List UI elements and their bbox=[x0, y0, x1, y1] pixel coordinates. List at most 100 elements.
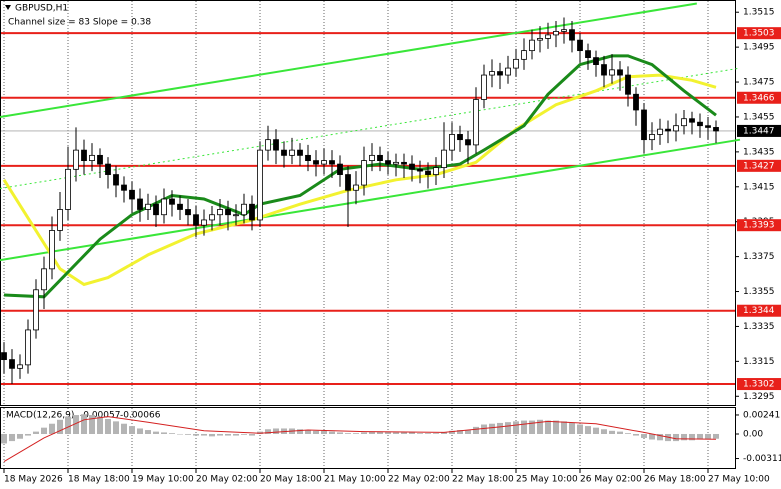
candle-body bbox=[313, 160, 319, 165]
candle-body bbox=[665, 128, 671, 132]
macd-bar bbox=[641, 433, 647, 438]
candle-body bbox=[577, 39, 583, 52]
macd-bar bbox=[65, 416, 71, 434]
macd-bar bbox=[425, 433, 431, 434]
macd-bar bbox=[337, 432, 343, 434]
y-tick-label: 1.3295 bbox=[743, 392, 775, 402]
indicator-line bbox=[0, 138, 741, 262]
macd-bar bbox=[449, 430, 455, 434]
macd-bar bbox=[569, 422, 575, 434]
candle-body bbox=[321, 160, 327, 165]
candle-body bbox=[633, 93, 639, 111]
macd-bar bbox=[241, 433, 247, 435]
candle-body bbox=[433, 167, 439, 175]
price-tag-label: 1.3466 bbox=[743, 93, 775, 103]
candle-body bbox=[649, 134, 655, 141]
candle-body bbox=[9, 359, 15, 369]
candle-body bbox=[97, 154, 103, 165]
candle-body bbox=[297, 149, 303, 156]
x-tick-label: 20 May 18:00 bbox=[260, 475, 322, 485]
macd-bar bbox=[521, 420, 527, 434]
price-tag bbox=[737, 378, 781, 391]
candle-body bbox=[497, 71, 503, 76]
candle-body bbox=[41, 268, 47, 291]
macd-bar bbox=[577, 424, 583, 434]
macd-bar bbox=[689, 433, 695, 441]
candle-body bbox=[105, 163, 111, 175]
candle-body bbox=[689, 118, 695, 123]
y-tick-label: -0.00311 bbox=[743, 454, 781, 464]
macd-bar bbox=[409, 432, 415, 434]
candle-body bbox=[569, 29, 575, 41]
candle-body bbox=[81, 149, 87, 162]
macd-bar bbox=[617, 431, 623, 434]
x-tick-label: 27 May 10:00 bbox=[708, 475, 770, 485]
macd-bar bbox=[369, 431, 375, 434]
candle-body bbox=[121, 184, 127, 191]
macd-bar bbox=[313, 430, 319, 434]
macd-bar bbox=[385, 431, 391, 434]
candle-body bbox=[553, 31, 559, 36]
macd-bar bbox=[473, 426, 479, 434]
candle-body bbox=[705, 125, 711, 128]
candle-body bbox=[49, 230, 55, 270]
candle-body bbox=[457, 134, 463, 141]
macd-bar bbox=[33, 431, 39, 434]
price-tag bbox=[737, 91, 781, 104]
macd-bar bbox=[505, 422, 511, 434]
candle-body bbox=[57, 209, 63, 231]
macd-bar bbox=[553, 420, 559, 434]
candle-body bbox=[593, 57, 599, 65]
y-tick-label: 1.3315 bbox=[743, 357, 775, 367]
candle-body bbox=[545, 34, 551, 39]
macd-bar bbox=[249, 433, 255, 436]
candle-body bbox=[89, 154, 95, 162]
candle-body bbox=[697, 121, 703, 127]
candle-body bbox=[73, 149, 79, 170]
macd-bar bbox=[145, 430, 151, 434]
candle-body bbox=[537, 38, 543, 41]
candle-body bbox=[713, 127, 719, 132]
candle-body bbox=[585, 50, 591, 59]
chart-title: GBPUSD,H1 bbox=[15, 4, 68, 14]
x-tick-label: 21 May 10:00 bbox=[324, 475, 386, 485]
x-tick-label: 22 May 02:00 bbox=[388, 475, 450, 485]
price-tag bbox=[737, 219, 781, 232]
price-tag-label: 1.3427 bbox=[743, 161, 775, 171]
y-tick-label: 1.3375 bbox=[743, 252, 775, 262]
candle-body bbox=[201, 219, 207, 226]
candle-body bbox=[489, 71, 495, 76]
candle-body bbox=[393, 161, 399, 165]
macd-bar bbox=[89, 415, 95, 434]
candle-body bbox=[33, 289, 39, 331]
macd-bar bbox=[657, 433, 663, 441]
candle-body bbox=[529, 39, 535, 52]
macd-bar bbox=[41, 427, 47, 434]
candle-body bbox=[249, 203, 255, 221]
collapse-icon[interactable] bbox=[5, 5, 11, 10]
macd-bar bbox=[209, 433, 215, 437]
candle-body bbox=[337, 163, 343, 175]
candle-body bbox=[601, 64, 607, 76]
candle-body bbox=[193, 214, 199, 226]
macd-bar bbox=[105, 418, 111, 434]
y-tick-label: 0.00241 bbox=[743, 410, 780, 420]
macd-bar bbox=[481, 424, 487, 434]
x-tick-label: 18 May 2026 bbox=[4, 475, 63, 485]
candle-body bbox=[305, 154, 311, 162]
macd-bar bbox=[361, 432, 367, 434]
macd-bar bbox=[97, 416, 103, 434]
x-tick-label: 26 May 18:00 bbox=[644, 475, 706, 485]
macd-bar bbox=[225, 433, 231, 436]
macd-bar bbox=[585, 426, 591, 434]
macd-bar bbox=[9, 433, 15, 442]
macd-bar bbox=[233, 433, 239, 436]
candle-body bbox=[641, 109, 647, 141]
macd-bar bbox=[129, 426, 135, 434]
macd-bar bbox=[561, 421, 567, 434]
x-tick-label: 20 May 02:00 bbox=[196, 475, 258, 485]
candle-body bbox=[441, 149, 447, 168]
macd-main-value: -0.00057 bbox=[80, 411, 120, 421]
